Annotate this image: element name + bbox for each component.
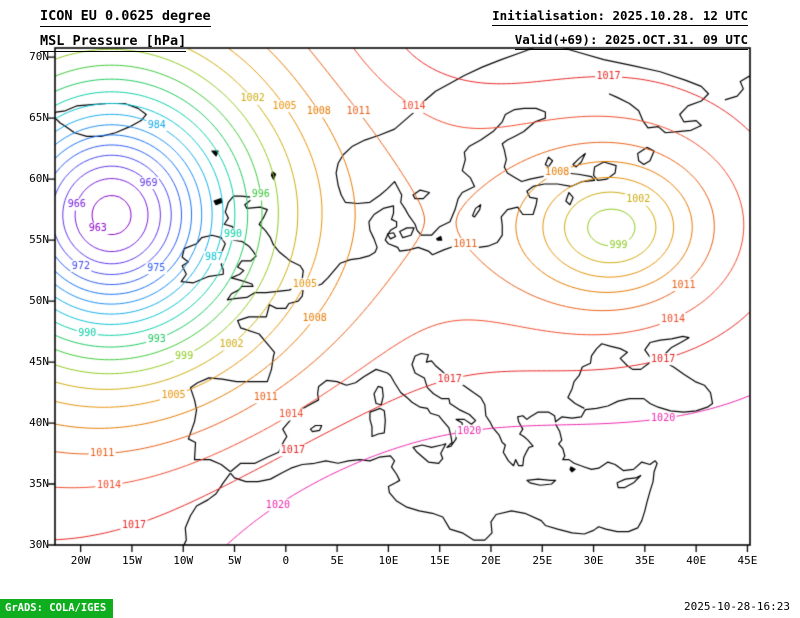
lon-tick-label: 5W [227,554,242,567]
lon-tick-label: 25E [532,554,553,567]
lat-tick-label: 55N [29,233,49,247]
lon-tick-label: 5E [330,554,344,567]
lon-tick-label: 10W [173,554,194,567]
lat-tick-label: 35N [29,477,49,491]
lon-tick-label: 0 [282,554,290,567]
lon-tick-label: 10E [378,554,399,567]
lon-tick-label: 15W [121,554,142,567]
model-title: ICON EU 0.0625 degree [40,8,211,27]
lon-tick-label: 20E [481,554,501,567]
lat-tick-label: 70N [29,50,49,64]
lon-tick-label: 35E [634,554,655,567]
lat-tick-label: 45N [29,355,49,369]
lat-tick-label: 60N [29,172,49,186]
lon-tick-label: 20W [70,554,91,567]
lat-tick-label: 40N [29,416,49,430]
lat-tick-label: 65N [29,111,49,125]
field-title: MSL Pressure [hPa] [40,33,187,52]
grads-stamp: GrADS: COLA/IGES [0,599,114,618]
lat-tick-label: 50N [29,294,49,308]
lon-tick-label: 45E [737,554,758,567]
creation-timestamp: 2025-10-28-16:23 [684,600,790,613]
lon-tick-label: 15E [429,554,450,567]
init-time: Initialisation: 2025.10.28. 12 UTC [492,8,748,26]
valid-time: Valid(+69): 2025.OCT.31. 09 UTC [514,32,748,50]
header-right: Initialisation: 2025.10.28. 12 UTC Valid… [492,5,748,53]
lat-tick-label: 30N [29,538,49,551]
lon-tick-label: 30E [583,554,604,567]
header-left: ICON EU 0.0625 degree MSL Pressure [hPa] [40,5,211,55]
lon-tick-label: 40E [686,554,707,567]
